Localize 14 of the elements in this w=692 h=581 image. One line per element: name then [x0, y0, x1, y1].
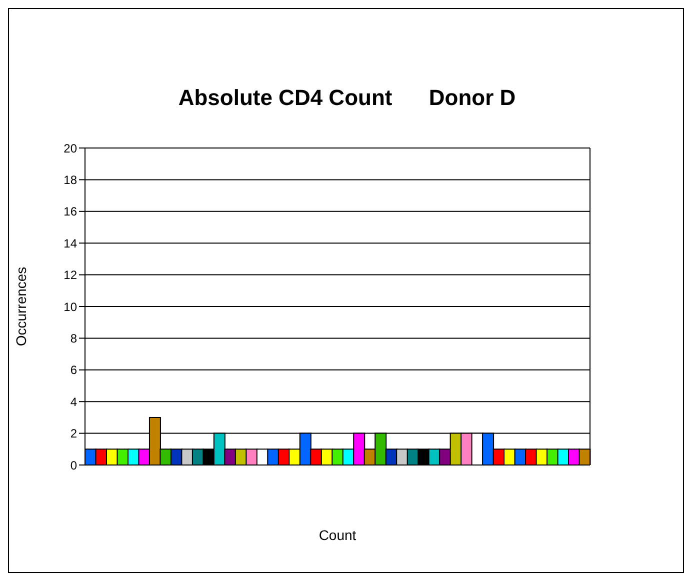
chart-title: Absolute CD4 Count Donor D [177, 85, 517, 111]
y-tick-label: 8 [70, 331, 78, 346]
y-tick-label: 20 [64, 141, 78, 156]
y-tick-label: 2 [70, 426, 78, 441]
y-tick-label: 12 [64, 268, 78, 282]
y-tick-label: 10 [64, 300, 78, 314]
y-tick-label: 14 [64, 236, 78, 250]
x-axis-title: Count [318, 527, 356, 543]
y-tick-label: 6 [70, 363, 78, 378]
y-tick-label: 0 [70, 458, 78, 472]
y-tick-label: 18 [64, 172, 78, 187]
y-tick-label: 4 [70, 394, 78, 409]
y-tick-label: 16 [64, 204, 78, 219]
y-axis-title: Occurrences [12, 266, 29, 346]
